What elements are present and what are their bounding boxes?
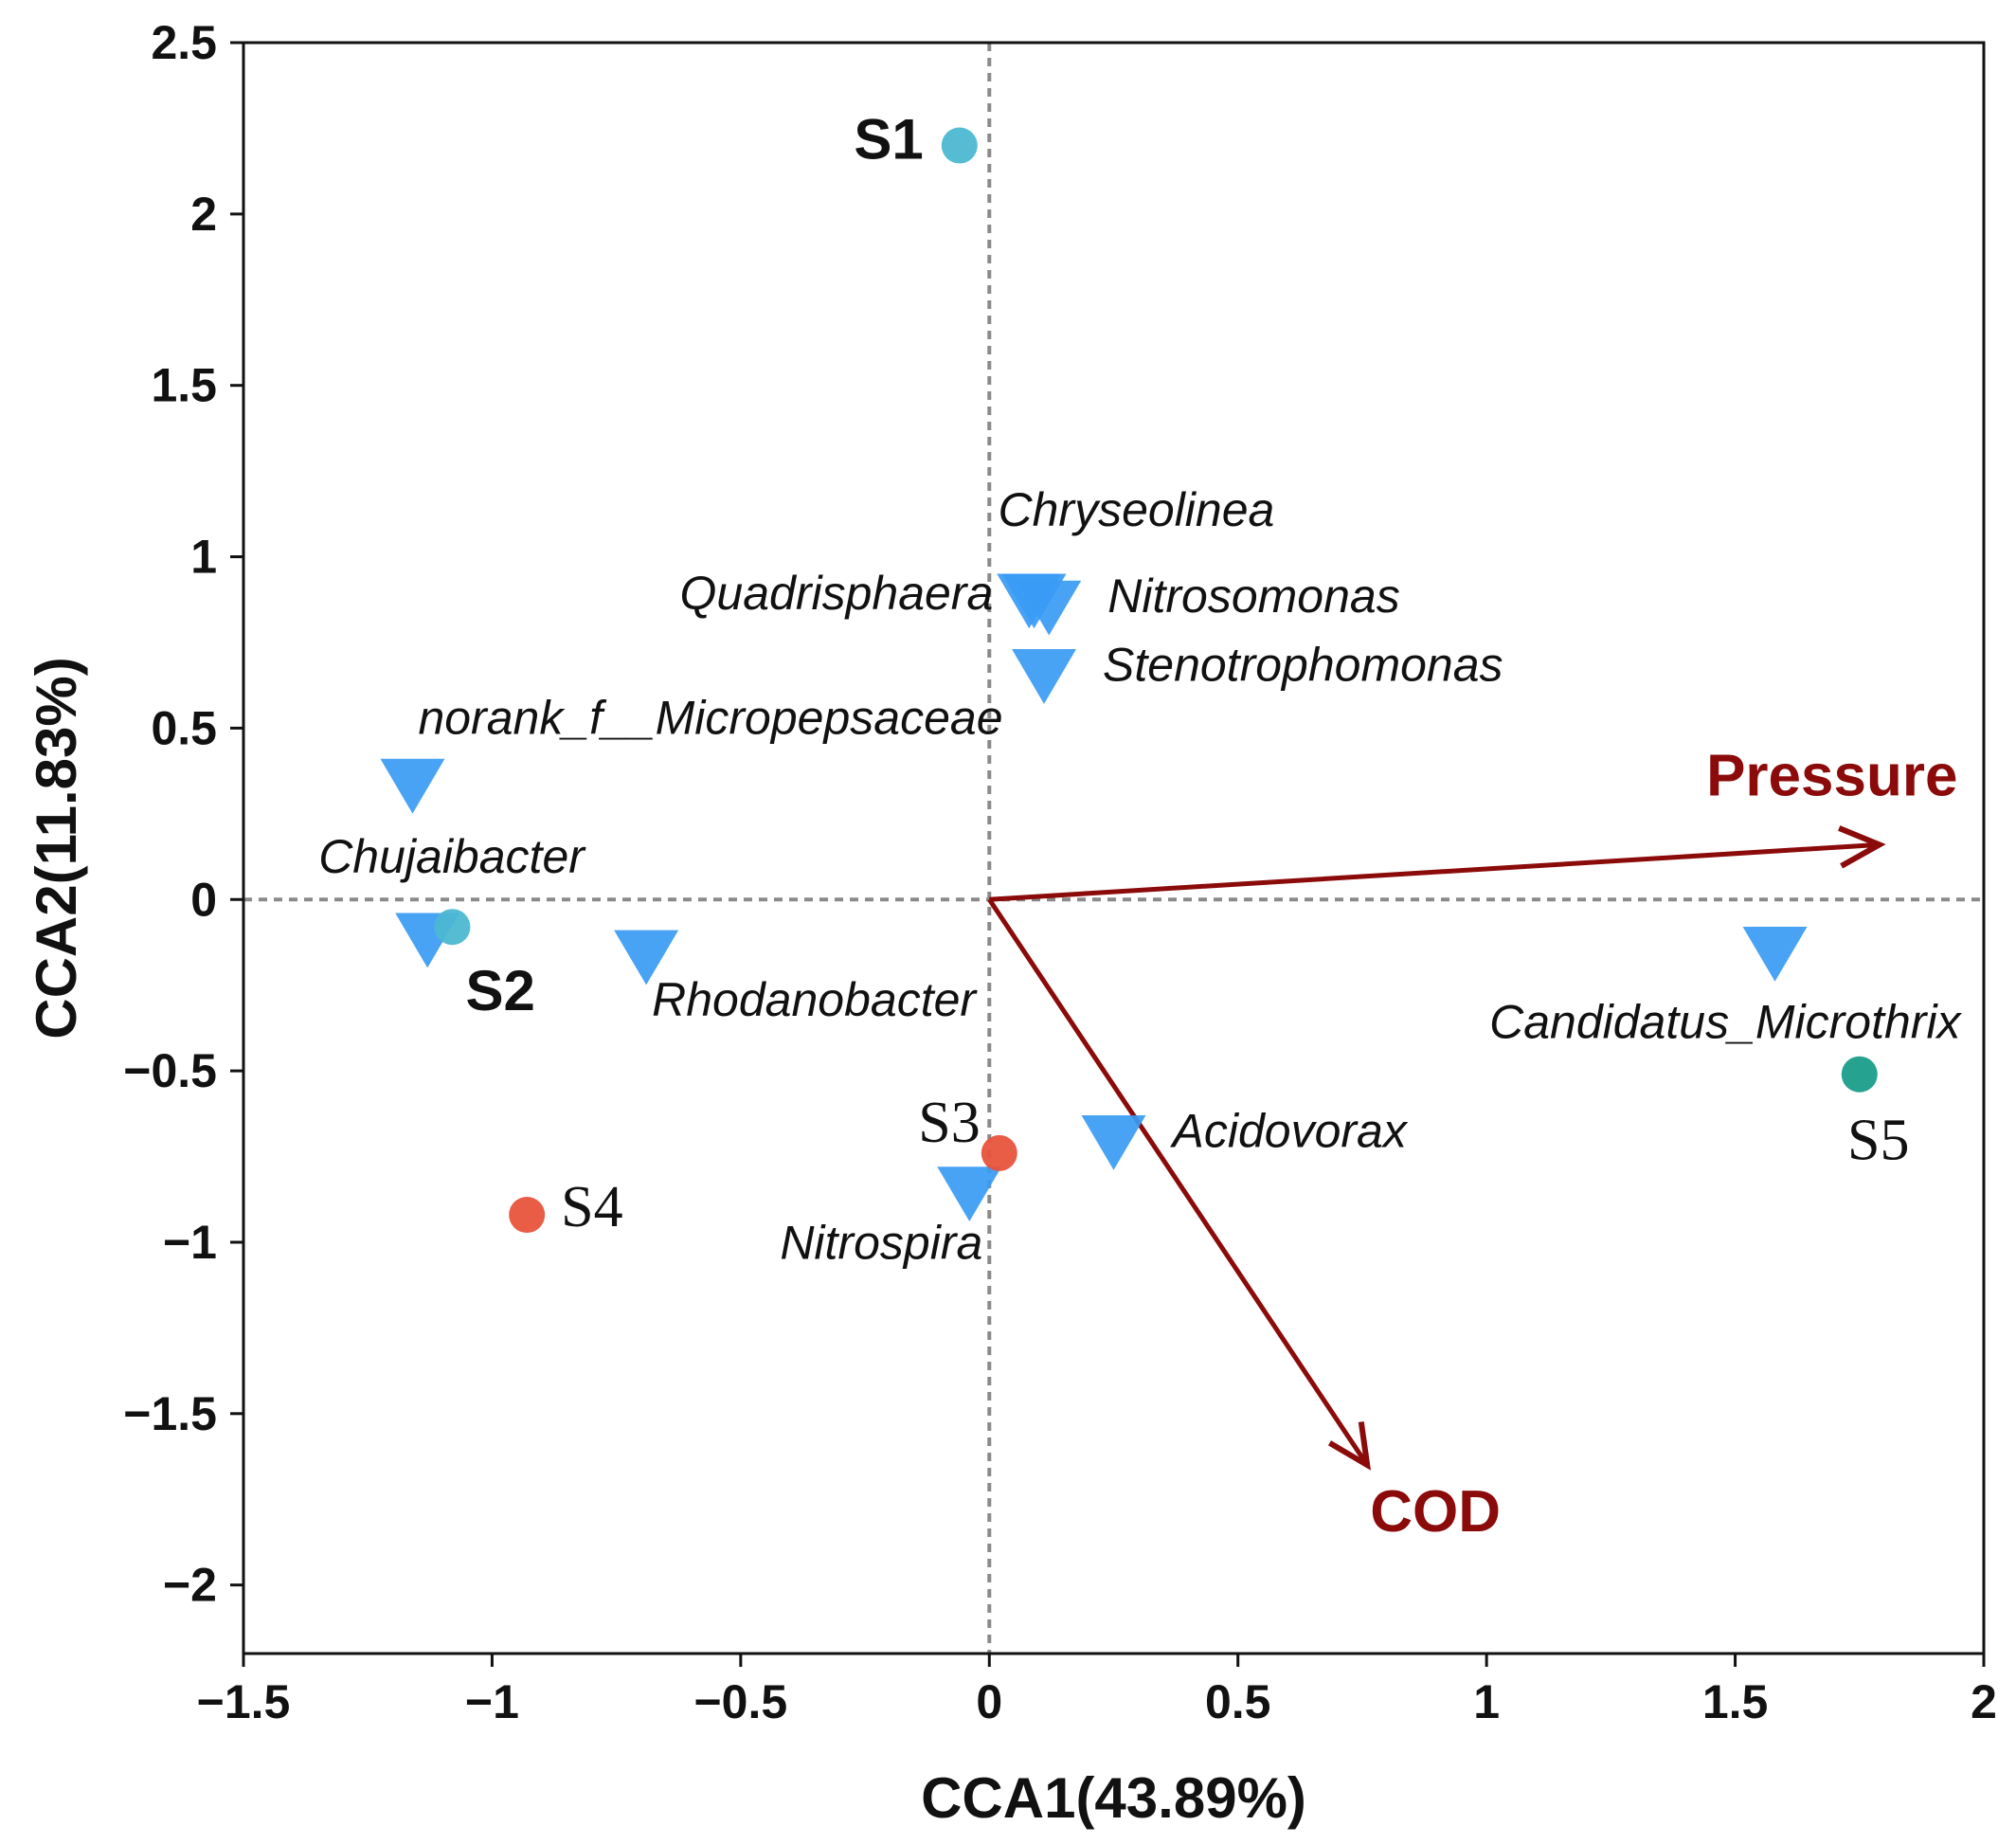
y-tick-label: 1.5 <box>151 359 217 412</box>
species-marker <box>1081 1114 1146 1170</box>
y-axis-title: CCA2(11.83%) <box>25 657 88 1040</box>
species-marker <box>1012 649 1077 704</box>
x-tick-label: −1.5 <box>197 1675 291 1728</box>
site-marker-s4 <box>509 1197 546 1234</box>
species-label: Candidatus_Microthrix <box>1489 996 1962 1049</box>
site-marker-s5 <box>1841 1056 1878 1093</box>
y-tick-label: −1.5 <box>123 1387 217 1440</box>
site-label-s3: S3 <box>918 1091 980 1155</box>
y-tick-label: −2 <box>163 1559 217 1612</box>
x-tick-label: −1 <box>465 1675 519 1728</box>
x-tick-label: 1 <box>1473 1675 1500 1728</box>
x-tick-label: 2 <box>1971 1675 1997 1728</box>
species-label: norank_f__Micropepsaceae <box>418 691 1002 744</box>
site-marker-s2 <box>434 909 471 946</box>
site-label-s2: S2 <box>465 959 534 1022</box>
data-points <box>380 127 1878 1234</box>
x-tick-label: 0.5 <box>1205 1675 1271 1728</box>
species-label: Stenotrophomonas <box>1103 639 1503 692</box>
site-label-s1: S1 <box>854 108 923 172</box>
y-tick-label: −0.5 <box>123 1044 217 1097</box>
vector-label-cod: COD <box>1370 1479 1501 1545</box>
site-label-s5: S5 <box>1847 1109 1909 1173</box>
vector-label-pressure: Pressure <box>1706 743 1957 808</box>
species-label: Quadrisphaera <box>680 567 994 620</box>
y-tick-label: −1 <box>163 1216 217 1269</box>
species-label: Nitrosomonas <box>1107 569 1399 623</box>
arrowhead-cod <box>1328 1421 1372 1471</box>
y-tick-label: 0.5 <box>151 701 217 754</box>
plot-frame <box>242 41 1986 1655</box>
arrowhead-pressure <box>1838 825 1886 869</box>
species-marker <box>937 1166 1002 1222</box>
x-axis-title: CCA1(43.89%) <box>921 1766 1306 1830</box>
species-label: Nitrospira <box>780 1217 982 1270</box>
y-tick-label: 1 <box>190 531 217 584</box>
reference-lines <box>243 43 1984 1654</box>
x-tick-label: 1.5 <box>1702 1675 1769 1728</box>
species-marker <box>1742 927 1808 982</box>
species-label: Chujaibacter <box>318 830 586 883</box>
vector-pressure <box>989 841 1880 902</box>
axis-ticks: −1.5 −1 −0.5 0 0.5 1 1.5 2 −2 −1.5 −1 −0.5 0 0.5 1 1.5 2… <box>123 16 1997 1728</box>
species-marker <box>614 930 679 985</box>
site-marker-s1 <box>941 127 978 164</box>
species-label: Chryseolinea <box>999 483 1275 536</box>
species-label: Acidovorax <box>1170 1104 1409 1157</box>
y-tick-label: 2 <box>190 188 217 241</box>
site-label-s4: S4 <box>561 1175 622 1239</box>
species-marker <box>380 758 445 814</box>
vector-cod <box>987 897 1370 1467</box>
environmental-vectors: Pressure COD <box>987 743 1957 1545</box>
y-tick-label: 2.5 <box>151 16 217 69</box>
site-marker-s3 <box>981 1134 1017 1171</box>
x-tick-label: −0.5 <box>693 1675 787 1728</box>
species-marker <box>1017 580 1082 636</box>
y-tick-label: 0 <box>190 873 217 926</box>
x-tick-label: 0 <box>976 1675 1002 1728</box>
species-label: Rhodanobacter <box>652 973 978 1026</box>
